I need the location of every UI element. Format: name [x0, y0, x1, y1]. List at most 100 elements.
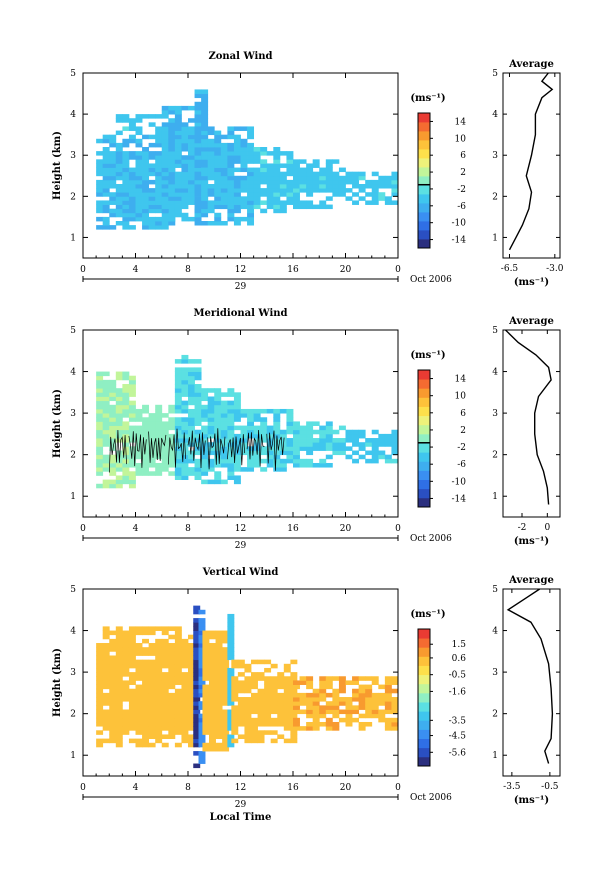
field-cell [142, 159, 150, 164]
field-cell [306, 433, 314, 439]
field-cell [155, 138, 163, 144]
field-cell [128, 634, 136, 640]
field-cell [122, 155, 130, 160]
field-cell [201, 93, 209, 99]
field-cell [233, 204, 241, 210]
field-cell [128, 458, 136, 464]
field-cell [115, 118, 123, 123]
field-cell [332, 688, 340, 694]
field-cell [161, 208, 169, 214]
field-cell [102, 417, 110, 422]
field-cell [332, 446, 340, 451]
field-cell [290, 734, 298, 739]
field-cell [227, 709, 235, 715]
field-cell [247, 192, 255, 197]
field-cell [209, 730, 216, 735]
field-cell [332, 171, 340, 177]
field-cell [142, 734, 150, 739]
field-cell [233, 151, 241, 156]
field-cell [128, 438, 136, 443]
field-cell [264, 730, 272, 735]
field-cell [102, 684, 110, 690]
field-cell [214, 175, 222, 181]
field-cell [168, 721, 176, 727]
field-cell [286, 200, 294, 205]
field-cell [273, 155, 281, 160]
field-cell [174, 384, 182, 389]
field-cell [115, 667, 123, 673]
field-cell [194, 122, 202, 127]
field-cell [215, 717, 223, 723]
field-cell [109, 701, 117, 706]
colorbar-tick-label: 10 [455, 392, 467, 402]
field-cell [253, 184, 261, 189]
field-cell [209, 651, 216, 656]
average-frame [502, 588, 561, 777]
field-cell [161, 192, 169, 197]
field-cell [338, 446, 346, 451]
field-cell [128, 709, 136, 715]
field-cell [270, 738, 278, 744]
field-cell [142, 663, 150, 669]
field-cell [135, 672, 143, 677]
field-cell [201, 458, 209, 464]
x-tick-label: 20 [340, 524, 352, 534]
field-cell [174, 134, 182, 140]
field-cell [198, 667, 206, 673]
field-cell [207, 208, 215, 214]
field-cell [283, 663, 291, 669]
field-cell [293, 429, 300, 435]
field-cell [193, 709, 201, 715]
field-cell [142, 630, 150, 636]
field-cell [181, 138, 189, 144]
field-cell [365, 721, 373, 727]
field-cell [194, 159, 202, 164]
field-cell [122, 196, 130, 201]
field-cell [207, 446, 215, 451]
field-cell [384, 184, 392, 189]
field-cell [312, 163, 320, 168]
field-cell [231, 721, 239, 727]
field-cell [115, 709, 123, 715]
field-cell [148, 221, 156, 226]
field-cell [188, 672, 195, 677]
field-cell [293, 680, 300, 685]
field-cell [338, 188, 346, 193]
field-cell [227, 684, 235, 690]
field-cell [312, 421, 320, 426]
field-cell [237, 721, 245, 727]
field-cell [109, 200, 117, 205]
field-cell [128, 688, 136, 694]
field-cell [174, 643, 182, 648]
field-cell [194, 114, 202, 119]
field-cell [253, 408, 261, 414]
x-tick-label: 20 [340, 265, 352, 275]
field-cell [283, 717, 291, 723]
colorbar-step [418, 424, 430, 435]
field-cell [128, 175, 136, 181]
field-cell [312, 692, 320, 698]
field-cell [227, 184, 235, 189]
field-cell [96, 379, 104, 385]
field-cell [266, 204, 274, 210]
field-cell [260, 458, 268, 464]
field-cell [222, 730, 230, 735]
field-cell [325, 462, 333, 468]
field-cell [122, 171, 130, 177]
y-tick-label: 2 [70, 451, 76, 461]
field-cell [128, 184, 136, 189]
field-cell [338, 676, 346, 681]
field-cell [168, 126, 176, 131]
field-cell [194, 442, 202, 447]
field-cell [338, 438, 346, 443]
field-cell [102, 721, 110, 727]
field-cell [270, 717, 278, 723]
field-cell [109, 212, 117, 218]
field-cell [122, 438, 130, 443]
field-cell [155, 225, 163, 230]
field-cell [115, 717, 123, 723]
field-cell [193, 692, 201, 698]
field-cell [240, 184, 248, 189]
field-cell [227, 126, 235, 131]
field-cell [325, 726, 333, 731]
